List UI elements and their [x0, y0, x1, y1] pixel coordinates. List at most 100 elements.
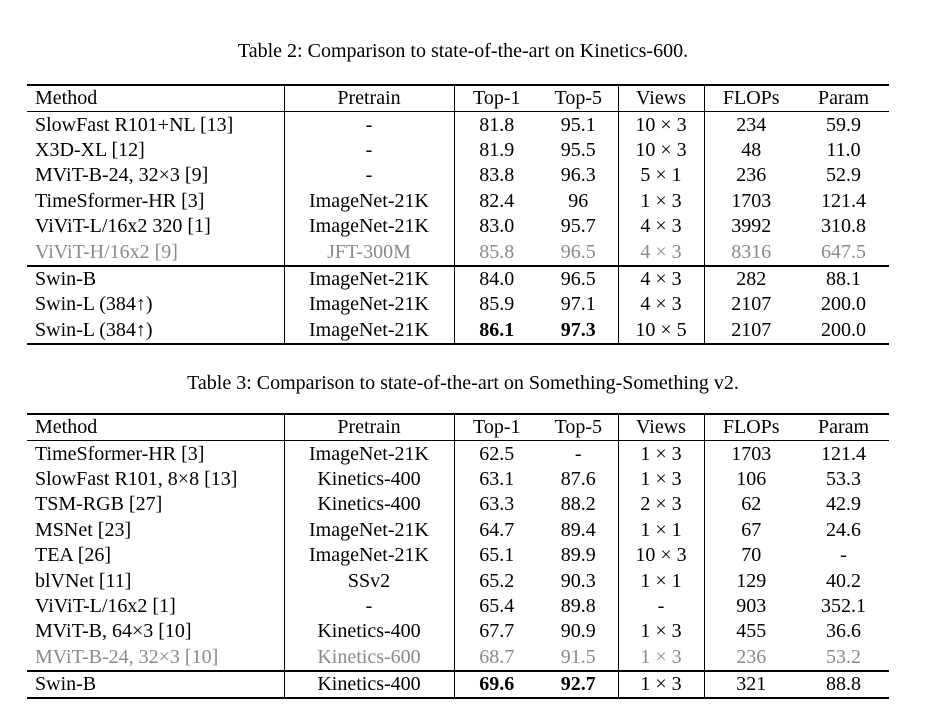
method-cell: Swin-L (384↑): [27, 317, 285, 344]
views-cell: 4 × 3: [618, 264, 705, 293]
header-top5: Top-5: [539, 85, 619, 113]
top5-cell: 90.9: [539, 619, 619, 645]
views-cell: 1 × 3: [618, 619, 705, 645]
method-cell: TimeSformer-HR [3]: [27, 188, 285, 214]
pretrain-cell: Kinetics-600: [284, 644, 455, 671]
views-cell: 10 × 3: [618, 111, 705, 138]
param-cell: 24.6: [826, 518, 861, 541]
top1-cell: 64.7: [479, 518, 515, 541]
table-row: Swin-B ImageNet-21K 84.0 96.5 4 × 3 282 …: [27, 264, 889, 293]
pretrain-cell: Kinetics-400: [284, 619, 455, 645]
top5-cell-best: 97.3: [539, 317, 619, 344]
table-row-greyed: ViViT-H/16x2 [9] JFT-300M 85.8 96.5 4 × …: [27, 239, 889, 266]
table-row: MViT-B, 64×3 [10] Kinetics-400 67.7 90.9…: [27, 619, 889, 645]
table-row: SlowFast R101+NL [13] - 81.8 95.1 10 × 3…: [27, 111, 889, 138]
top5-cell: 91.5: [539, 644, 619, 671]
flops-cell: 70: [741, 544, 762, 567]
views-cell: 1 × 3: [618, 440, 705, 467]
views-cell: 10 × 3: [618, 137, 705, 164]
table-row: ViViT-L/16x2 320 [1] ImageNet-21K 83.0 9…: [27, 213, 889, 240]
pretrain-cell: ImageNet-21K: [284, 542, 455, 569]
method-cell: Swin-B: [27, 264, 285, 293]
header-top1: Top-1: [454, 85, 539, 113]
param-cell: 53.3: [826, 467, 861, 490]
top1-cell: 83.0: [479, 215, 515, 238]
param-cell: 121.4: [821, 189, 866, 212]
table-3-caption: Table 3: Comparison to state-of-the-art …: [187, 372, 739, 394]
top5-cell: 96.3: [539, 163, 619, 189]
param-cell: 88.8: [798, 669, 889, 699]
header-views: Views: [618, 85, 705, 113]
table-row: blVNet [11] SSv2 65.2 90.3 1 × 1 129 40.…: [27, 568, 889, 594]
pretrain-cell: -: [284, 593, 455, 620]
header-pretrain: Pretrain: [284, 414, 455, 442]
top1-cell: 67.7: [479, 620, 515, 643]
param-cell: 59.9: [826, 113, 861, 136]
top1-cell: 85.8: [479, 240, 515, 263]
table-row-greyed: MViT-B-24, 32×3 [10] Kinetics-600 68.7 9…: [27, 644, 889, 671]
top1-cell: 62.5: [479, 442, 515, 465]
param-cell: 11.0: [826, 138, 861, 161]
table-2-caption: Table 2: Comparison to state-of-the-art …: [237, 40, 689, 62]
table-row: MViT-B-24, 32×3 [9] - 83.8 96.3 5 × 1 23…: [27, 163, 889, 189]
pretrain-cell: SSv2: [284, 568, 455, 594]
table-row: MSNet [23] ImageNet-21K 64.7 89.4 1 × 1 …: [27, 517, 889, 543]
table-row: TEA [26] ImageNet-21K 65.1 89.9 10 × 3 7…: [27, 542, 889, 569]
top1-cell: 82.4: [479, 189, 515, 212]
views-cell: 5 × 1: [618, 163, 705, 189]
table-row: TSM-RGB [27] Kinetics-400 63.3 88.2 2 × …: [27, 492, 889, 518]
top5-cell: 90.3: [539, 568, 619, 594]
param-cell: 352.1: [821, 594, 866, 617]
flops-cell: 106: [736, 467, 767, 490]
flops-cell: 236: [736, 645, 767, 668]
header-flops: FLOPs: [704, 85, 798, 113]
top5-cell: 87.6: [539, 466, 619, 493]
flops-cell: 48: [741, 138, 762, 161]
views-cell: 2 × 3: [618, 492, 705, 518]
header-method: Method: [27, 414, 285, 442]
views-cell: -: [618, 593, 705, 620]
flops-cell: 1703: [731, 442, 772, 465]
param-cell: 40.2: [826, 569, 861, 592]
param-cell: 88.1: [798, 264, 889, 293]
table-header-row: Method Pretrain Top-1 Top-5 Views FLOPs …: [27, 85, 889, 113]
table-row: Swin-B Kinetics-400 69.6 92.7 1 × 3 321 …: [27, 669, 889, 699]
table-row: Swin-L (384↑) ImageNet-21K 86.1 97.3 10 …: [27, 317, 889, 344]
views-cell: 10 × 5: [618, 317, 705, 344]
flops-cell: 455: [736, 620, 767, 643]
header-param: Param: [798, 85, 889, 113]
top5-cell: 96.5: [539, 264, 619, 293]
pretrain-cell: ImageNet-21K: [284, 188, 455, 214]
top1-cell-best: 86.1: [479, 318, 515, 341]
param-cell: 52.9: [826, 164, 861, 187]
param-cell: 36.6: [826, 620, 861, 643]
top1-cell: 68.7: [479, 645, 515, 668]
header-param: Param: [798, 414, 889, 442]
table-row: ViViT-L/16x2 [1] - 65.4 89.8 - 903 352.1: [27, 593, 889, 620]
pretrain-cell: ImageNet-21K: [284, 292, 455, 318]
top5-cell: 96.5: [539, 239, 619, 266]
table-row: SlowFast R101, 8×8 [13] Kinetics-400 63.…: [27, 466, 889, 493]
top5-cell: 88.2: [539, 492, 619, 518]
top5-cell: 89.8: [539, 593, 619, 620]
pretrain-cell: -: [284, 137, 455, 164]
method-cell: MViT-B-24, 32×3 [10]: [27, 644, 285, 671]
pretrain-cell: ImageNet-21K: [284, 317, 455, 344]
top1-cell: 65.4: [479, 594, 515, 617]
flops-cell: 234: [736, 113, 767, 136]
top5-cell: 95.5: [539, 137, 619, 164]
top1-cell-best: 69.6: [454, 669, 539, 699]
flops-cell: 282: [704, 264, 798, 293]
pretrain-cell: JFT-300M: [284, 239, 455, 266]
top1-cell: 81.9: [479, 138, 515, 161]
views-cell: 1 × 3: [618, 188, 705, 214]
param-cell: 42.9: [826, 493, 861, 516]
top5-cell: 96: [539, 188, 619, 214]
views-cell: 1 × 3: [618, 669, 705, 699]
method-cell: blVNet [11]: [27, 568, 285, 594]
flops-cell: 3992: [731, 215, 772, 238]
method-cell: X3D-XL [12]: [27, 137, 285, 164]
method-cell: TEA [26]: [27, 542, 285, 569]
param-cell: -: [840, 544, 847, 567]
flops-cell: 236: [736, 164, 767, 187]
